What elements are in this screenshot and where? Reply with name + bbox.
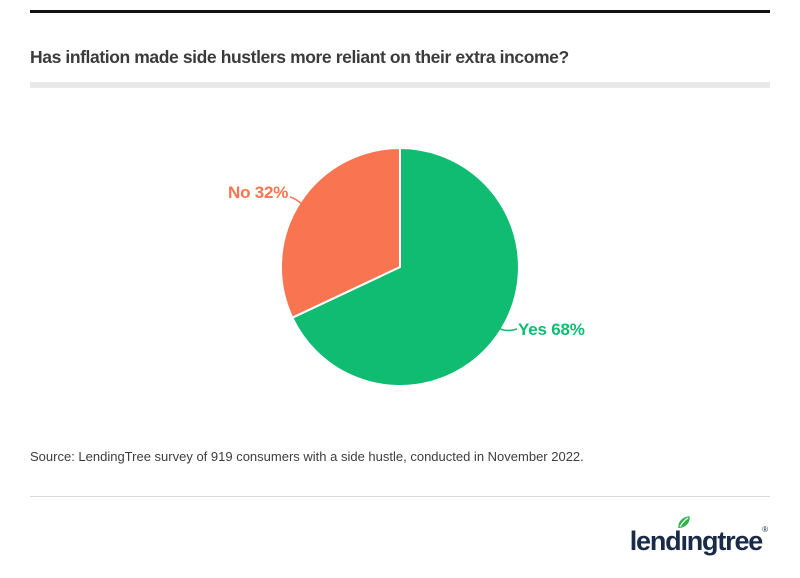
top-rule [30, 10, 770, 13]
leaf-icon [678, 516, 691, 529]
registered-mark: ® [762, 525, 768, 534]
pie-slice-yes [291, 147, 520, 387]
footer-divider [30, 496, 770, 497]
lendingtree-logo: lend ıngtree® [629, 516, 768, 556]
page-title: Has inflation made side hustlers more re… [30, 47, 569, 67]
wordmark-pre: lend [629, 526, 682, 556]
pie-chart [279, 147, 520, 387]
pie-label-no: No 32% [228, 183, 289, 202]
title-underline-bar [30, 82, 770, 88]
wordmark-i-wrap: ı [678, 516, 691, 556]
source-note: Source: LendingTree survey of 919 consum… [30, 449, 584, 464]
pie-label-yes: Yes 68% [518, 320, 585, 339]
pie-slice-no [279, 147, 401, 319]
wordmark-post: ngtree [686, 526, 764, 556]
no-leader-line [289, 196, 311, 215]
wordmark-i: ı [680, 526, 688, 556]
yes-leader-line [493, 322, 518, 332]
